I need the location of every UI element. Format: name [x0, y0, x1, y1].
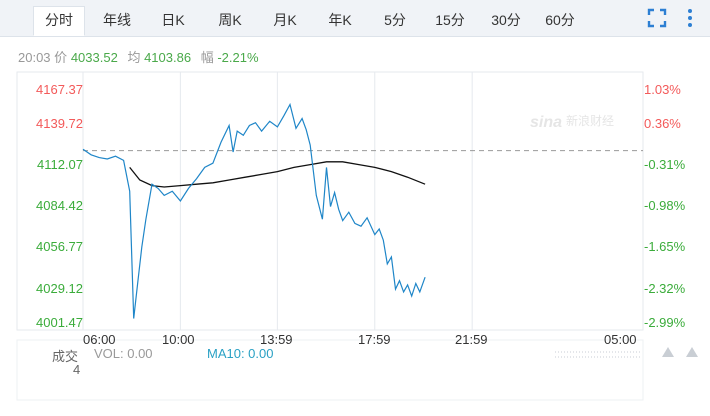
y-tick-price: 4139.72: [36, 116, 83, 131]
change-label: 幅: [200, 50, 214, 65]
x-tick-time: 06:00: [83, 332, 116, 347]
tab-year-line[interactable]: 年线: [103, 12, 131, 28]
watermark-chinese: 新浪财经: [566, 113, 614, 128]
price-value: 4033.52: [70, 50, 118, 65]
tab-15min[interactable]: 15分: [435, 12, 465, 28]
x-tick-time: 10:00: [162, 332, 195, 347]
y-tick-percent: -0.31%: [644, 157, 686, 172]
tab-30min[interactable]: 30分: [491, 12, 521, 28]
x-tick-time: 13:59: [260, 332, 293, 347]
y-tick-percent: 0.36%: [644, 116, 681, 131]
y-tick-price: 4084.42: [36, 198, 83, 213]
y-tick-percent: -0.98%: [644, 198, 686, 213]
y-tick-price: 4029.12: [36, 281, 83, 296]
volume-panel-frame: [16, 339, 644, 401]
average-label: 均: [127, 50, 141, 65]
x-tick-time: 17:59: [358, 332, 391, 347]
y-tick-price: 4112.07: [36, 157, 83, 172]
y-tick-percent: 1.03%: [644, 82, 681, 97]
volume-axis-value: 4: [73, 362, 81, 377]
tab-timeshare[interactable]: 分时: [33, 6, 85, 36]
scroll-up-arrow[interactable]: [662, 347, 674, 357]
x-tick-time: 05:00: [604, 332, 637, 347]
more-vertical-icon[interactable]: [684, 8, 696, 28]
average-price-line: [129, 161, 426, 188]
watermark-latin: sina: [530, 114, 562, 131]
y-tick-percent: -1.65%: [644, 239, 686, 254]
ma10-value: MA10: 0.00: [207, 346, 274, 361]
chart-frame: [16, 71, 644, 331]
tab-monthly-k[interactable]: 月K: [273, 12, 297, 28]
price-label: 价: [54, 50, 68, 65]
tab-weekly-k[interactable]: 周K: [218, 12, 242, 28]
scroll-up-arrow-secondary[interactable]: [686, 347, 698, 357]
average-value: 4103.86: [144, 50, 192, 65]
y-tick-percent: -2.32%: [644, 281, 686, 296]
y-tick-price: 4056.77: [36, 239, 83, 254]
y-tick-price: 4001.47: [36, 315, 83, 330]
quote-time: 20:03: [18, 50, 51, 65]
y-tick-price: 4167.37: [36, 82, 83, 97]
fullscreen-icon[interactable]: [647, 8, 667, 28]
volume-panel-grid: [16, 339, 644, 401]
watermark: sina 新浪财经: [530, 113, 614, 131]
tab-60min[interactable]: 60分: [545, 12, 575, 28]
chart-grid: [16, 71, 644, 331]
volume-value: VOL: 0.00: [94, 346, 153, 361]
price-line: [82, 102, 426, 319]
y-tick-percent: -2.99%: [644, 315, 686, 330]
quote-info-line: 20:03 价 4033.52 均 4103.86 幅 -2.21%: [18, 47, 265, 66]
tab-5min[interactable]: 5分: [384, 12, 406, 28]
tab-daily-k[interactable]: 日K: [161, 12, 185, 28]
x-tick-time: 21:59: [455, 332, 488, 347]
chart-tab-bar: 分时 年线 日K 周K 月K 年K 5分 15分 30分 60分: [0, 0, 710, 37]
volume-title: 成交: [52, 349, 79, 364]
change-value: -2.21%: [217, 50, 259, 65]
tab-yearly-k[interactable]: 年K: [328, 12, 352, 28]
